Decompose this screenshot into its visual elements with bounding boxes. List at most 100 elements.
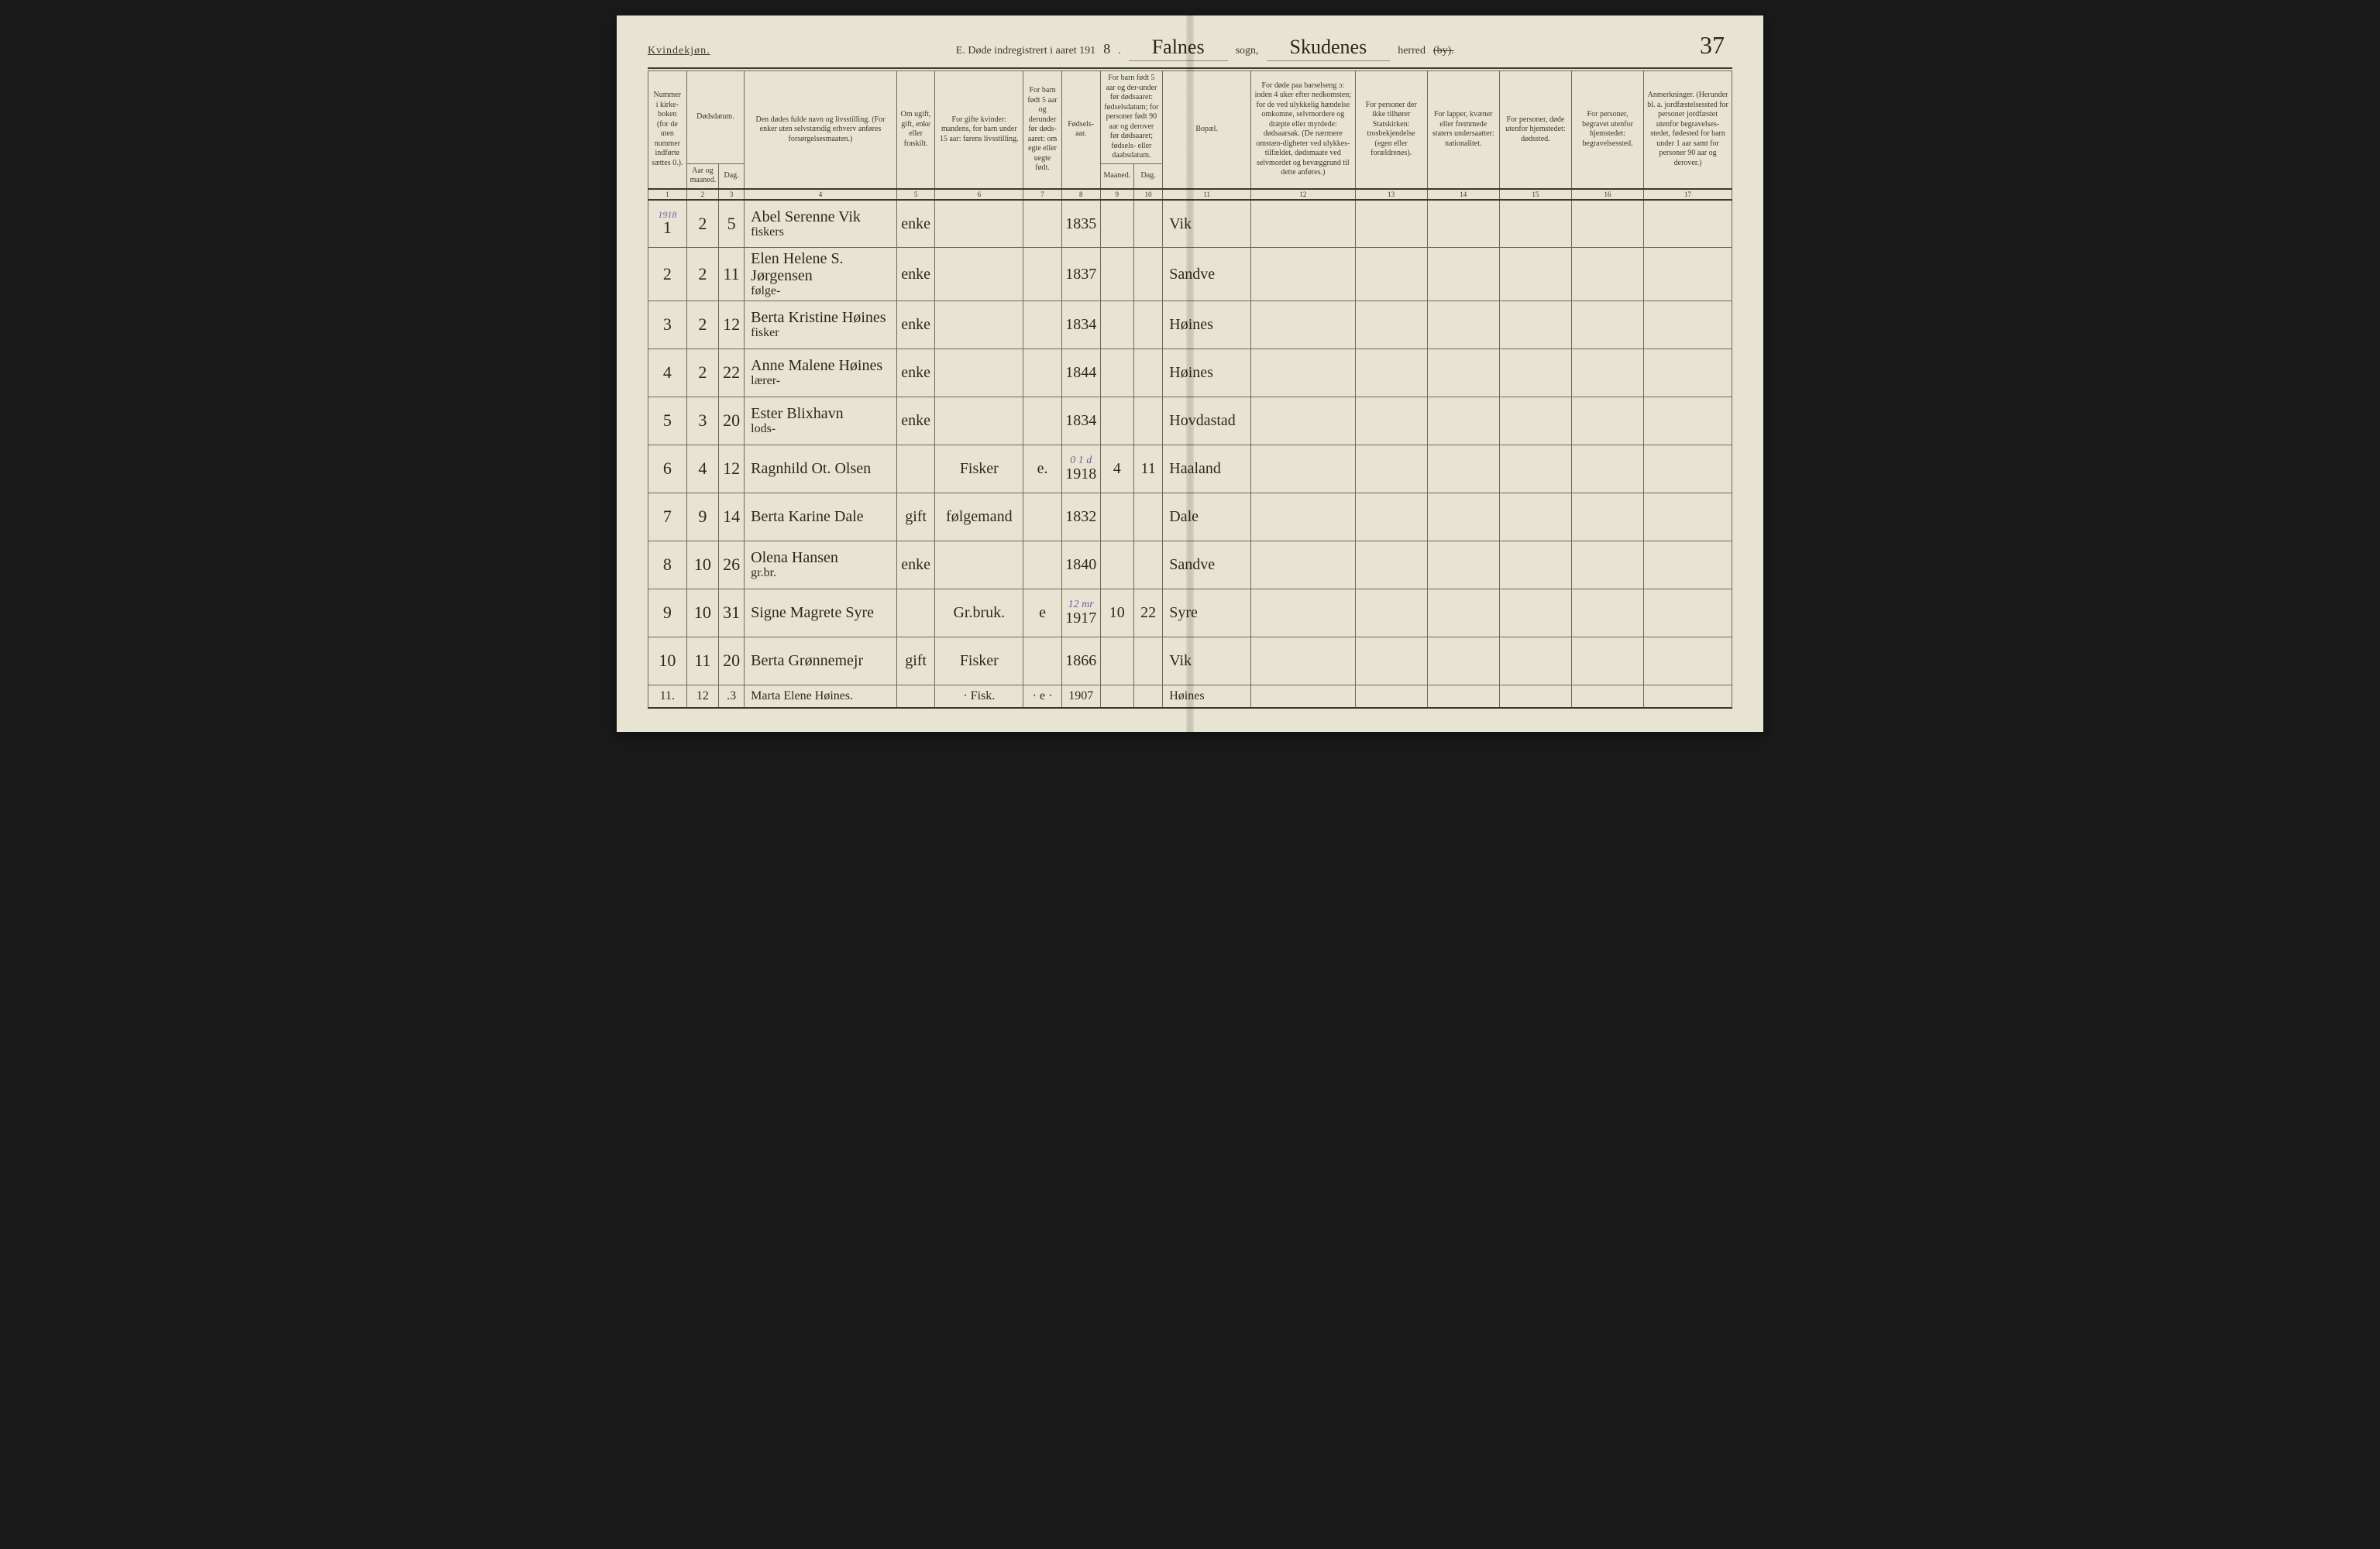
cell: 2 [686, 301, 718, 349]
cell: enke [896, 349, 935, 397]
cell [1644, 445, 1732, 493]
cell: 19181 [648, 200, 687, 248]
cell: Haaland [1163, 445, 1251, 493]
title-center: E. Døde indregistrert i aaret 1918 . Fal… [956, 36, 1454, 61]
cell [1100, 349, 1133, 397]
year-suffix: 8 [1103, 41, 1110, 57]
cell: 1844 [1061, 349, 1100, 397]
cell [1499, 493, 1571, 541]
cell: 1907 [1061, 685, 1100, 708]
cell: Dale [1163, 493, 1251, 541]
cell [1133, 637, 1162, 685]
cell [1499, 349, 1571, 397]
cell [1023, 349, 1062, 397]
cell [1355, 349, 1427, 397]
cell: 10 [686, 589, 718, 637]
cell [1023, 248, 1062, 301]
col-10-sub: Dag. [1133, 163, 1162, 189]
cell [1571, 301, 1643, 349]
cell [1571, 349, 1643, 397]
cell [1355, 685, 1427, 708]
cell: Abel Serenne Vikfiskers [745, 200, 897, 248]
table-row: 5320Ester Blixhavnlods-enke1834Hovdastad [648, 397, 1732, 445]
cell [1355, 301, 1427, 349]
cell [1100, 685, 1133, 708]
cell [1644, 493, 1732, 541]
cell [1571, 685, 1643, 708]
col-12-header: For døde paa barselseng ɔ: inden 4 uker … [1251, 71, 1356, 189]
cell [896, 685, 935, 708]
cell [1355, 397, 1427, 445]
col-17-header: Anmerkninger. (Herunder bl. a. jordfæste… [1644, 71, 1732, 189]
cell [1100, 301, 1133, 349]
cell [935, 541, 1023, 589]
col-7-header: For barn født 5 aar og derunder før døds… [1023, 71, 1062, 189]
cell: 4 [1100, 445, 1133, 493]
col-16-header: For personer, begravet utenfor hjemstede… [1571, 71, 1643, 189]
cell [1251, 445, 1356, 493]
cell [1499, 637, 1571, 685]
cell [1355, 200, 1427, 248]
cell: 1834 [1061, 397, 1100, 445]
col-2-sub: Aar og maaned. [686, 163, 718, 189]
cell [1427, 301, 1499, 349]
cell: enke [896, 301, 935, 349]
col-9-sub: Maaned. [1100, 163, 1133, 189]
cell: 1866 [1061, 637, 1100, 685]
cell [1100, 541, 1133, 589]
cell [1100, 397, 1133, 445]
ledger-page: Kvindekjøn. E. Døde indregistrert i aare… [617, 15, 1763, 732]
cell [1427, 493, 1499, 541]
cell [1133, 397, 1162, 445]
cell [1499, 200, 1571, 248]
table-row: 81026Olena Hansengr.br.enke1840Sandve [648, 541, 1732, 589]
cell [1571, 397, 1643, 445]
cell: Fisker [935, 637, 1023, 685]
herred-label: herred [1398, 45, 1426, 57]
cell: 2 [686, 349, 718, 397]
cell [1427, 200, 1499, 248]
cell [1133, 493, 1162, 541]
cell [935, 349, 1023, 397]
col-8-header: Fødsels-aar. [1061, 71, 1100, 189]
cell [1644, 589, 1732, 637]
cell: 5 [648, 397, 687, 445]
cell: Anne Malene Høineslærer- [745, 349, 897, 397]
cell: Høines [1163, 301, 1251, 349]
header-rule [648, 67, 1732, 69]
cell: 7 [648, 493, 687, 541]
cell [1499, 685, 1571, 708]
table-row: 6412Ragnhild Ot. OlsenFiskere.0 1 d19184… [648, 445, 1732, 493]
cell [1023, 637, 1062, 685]
page-number: 37 [1700, 31, 1732, 60]
cell [1427, 685, 1499, 708]
cell: Signe Magrete Syre [745, 589, 897, 637]
cell: 6 [648, 445, 687, 493]
cell [1427, 445, 1499, 493]
col-6-header: For gifte kvinder: mandens, for barn und… [935, 71, 1023, 189]
cell [1427, 397, 1499, 445]
cell: 0 1 d1918 [1061, 445, 1100, 493]
cell: Berta Karine Dale [745, 493, 897, 541]
cell [1499, 541, 1571, 589]
cell: Olena Hansengr.br. [745, 541, 897, 589]
cell [1499, 301, 1571, 349]
cell [1251, 637, 1356, 685]
by-label-struck: (by). [1433, 45, 1454, 57]
cell: Vik [1163, 637, 1251, 685]
cell: 12 [719, 445, 745, 493]
cell: 1832 [1061, 493, 1100, 541]
cell: 12 [719, 301, 745, 349]
cell: 3 [648, 301, 687, 349]
cell: 10 [1100, 589, 1133, 637]
cell: Ragnhild Ot. Olsen [745, 445, 897, 493]
table-row: 101120Berta GrønnemejrgiftFisker1866Vik [648, 637, 1732, 685]
table-row: 11.12.3Marta Elene Høines.· Fisk.· e ·19… [648, 685, 1732, 708]
cell [1023, 301, 1062, 349]
cell: Elen Helene S. Jørgensenfølge- [745, 248, 897, 301]
table-row: 3212Berta Kristine Høinesfiskerenke1834H… [648, 301, 1732, 349]
herred-value: Skudenes [1267, 36, 1391, 61]
cell [1251, 397, 1356, 445]
cell [1023, 541, 1062, 589]
cell: 26 [719, 541, 745, 589]
